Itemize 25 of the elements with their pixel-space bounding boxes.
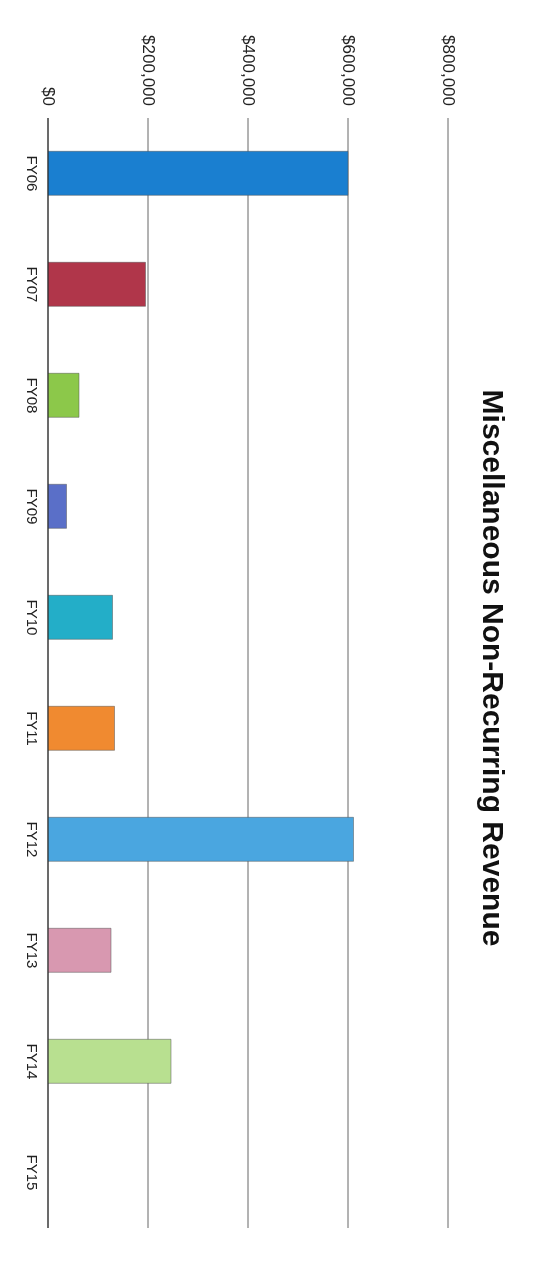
bar <box>48 595 113 640</box>
x-tick-label: $0 <box>38 87 58 106</box>
y-tick-label: FY13 <box>23 932 41 969</box>
y-tick-label: FY10 <box>23 599 41 636</box>
y-tick-label: FY07 <box>23 266 41 303</box>
y-tick-label: FY12 <box>23 821 41 858</box>
bar <box>48 373 80 418</box>
y-tick-label: FY11 <box>23 711 41 746</box>
y-tick-label: FY09 <box>23 488 41 525</box>
text: Miscellaneous Non-Recurring Revenue <box>476 389 510 947</box>
bar <box>48 928 112 973</box>
y-tick-label: FY14 <box>23 1043 41 1080</box>
bar <box>48 151 349 196</box>
bar <box>48 706 115 751</box>
y-tick-label: FY08 <box>23 377 41 414</box>
bar <box>48 484 67 529</box>
x-tick-label: $600,000 <box>338 35 358 106</box>
bar <box>48 817 354 862</box>
x-tick-label: $400,000 <box>238 35 258 106</box>
y-tick-label: FY15 <box>23 1154 41 1191</box>
bar <box>48 262 146 307</box>
bar <box>48 1039 172 1084</box>
x-tick-label: $200,000 <box>138 35 158 106</box>
y-tick-label: FY06 <box>23 155 41 192</box>
x-tick-label: $800,000 <box>438 35 458 106</box>
